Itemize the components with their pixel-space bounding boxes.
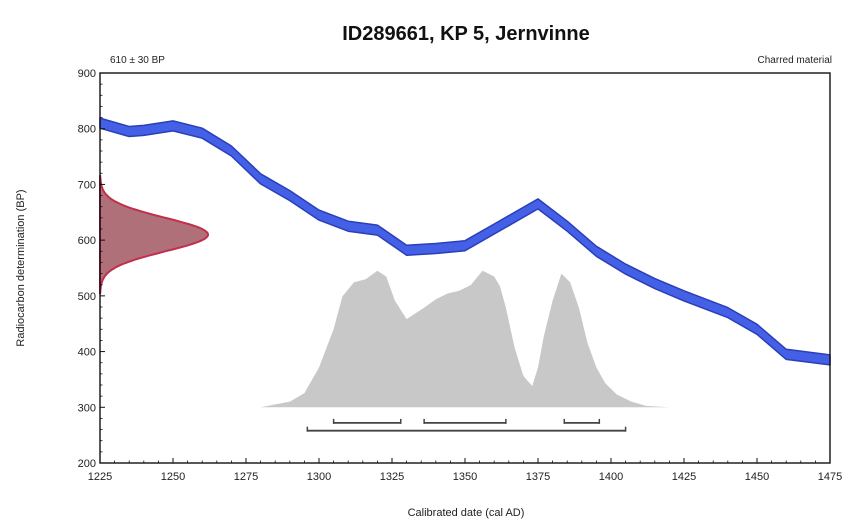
x-tick-label: 1325 (380, 471, 404, 483)
y-tick-label: 900 (78, 68, 96, 80)
calibrated-distribution-area (260, 270, 670, 408)
y-tick-label: 400 (78, 347, 96, 359)
y-tick-label: 600 (78, 235, 96, 247)
y-axis: 200 300 400 500 600 700 800 900 (78, 68, 105, 470)
range-bar-682 (332, 418, 402, 424)
x-tick-label: 1225 (88, 471, 112, 483)
x-axis-label: Calibrated date (cal AD) (408, 507, 525, 519)
x-tick-label: 1425 (672, 471, 696, 483)
x-tick-label: 1375 (526, 471, 550, 483)
radiocarbon-determination-curve (99, 175, 209, 295)
x-tick-label: 1400 (599, 471, 623, 483)
x-tick-label: 1250 (161, 471, 185, 483)
x-axis: 1225 1250 1275 1300 1325 1350 1375 1400 1425 1450… (88, 458, 842, 483)
y-tick-label: 500 (78, 291, 96, 303)
range-bar-682 (423, 418, 507, 424)
subtitle-right: Charred material (758, 55, 832, 66)
range-bar-954 (306, 426, 627, 432)
x-tick-label: 1275 (234, 471, 258, 483)
x-tick-label: 1350 (453, 471, 477, 483)
x-tick-label: 1300 (307, 471, 331, 483)
chart-title: ID289661, KP 5, Jernvinne (342, 23, 590, 45)
y-tick-label: 800 (78, 124, 96, 136)
subtitle-left: 610 ± 30 BP (110, 55, 165, 66)
range-bar-682 (563, 418, 601, 424)
x-tick-label: 1475 (818, 471, 842, 483)
y-tick-label: 300 (78, 402, 96, 414)
plot-area (99, 117, 831, 432)
y-tick-label: 200 (78, 458, 96, 470)
y-axis-label: Radiocarbon determination (BP) (15, 189, 27, 346)
x-tick-label: 1450 (745, 471, 769, 483)
y-tick-label: 700 (78, 179, 96, 191)
